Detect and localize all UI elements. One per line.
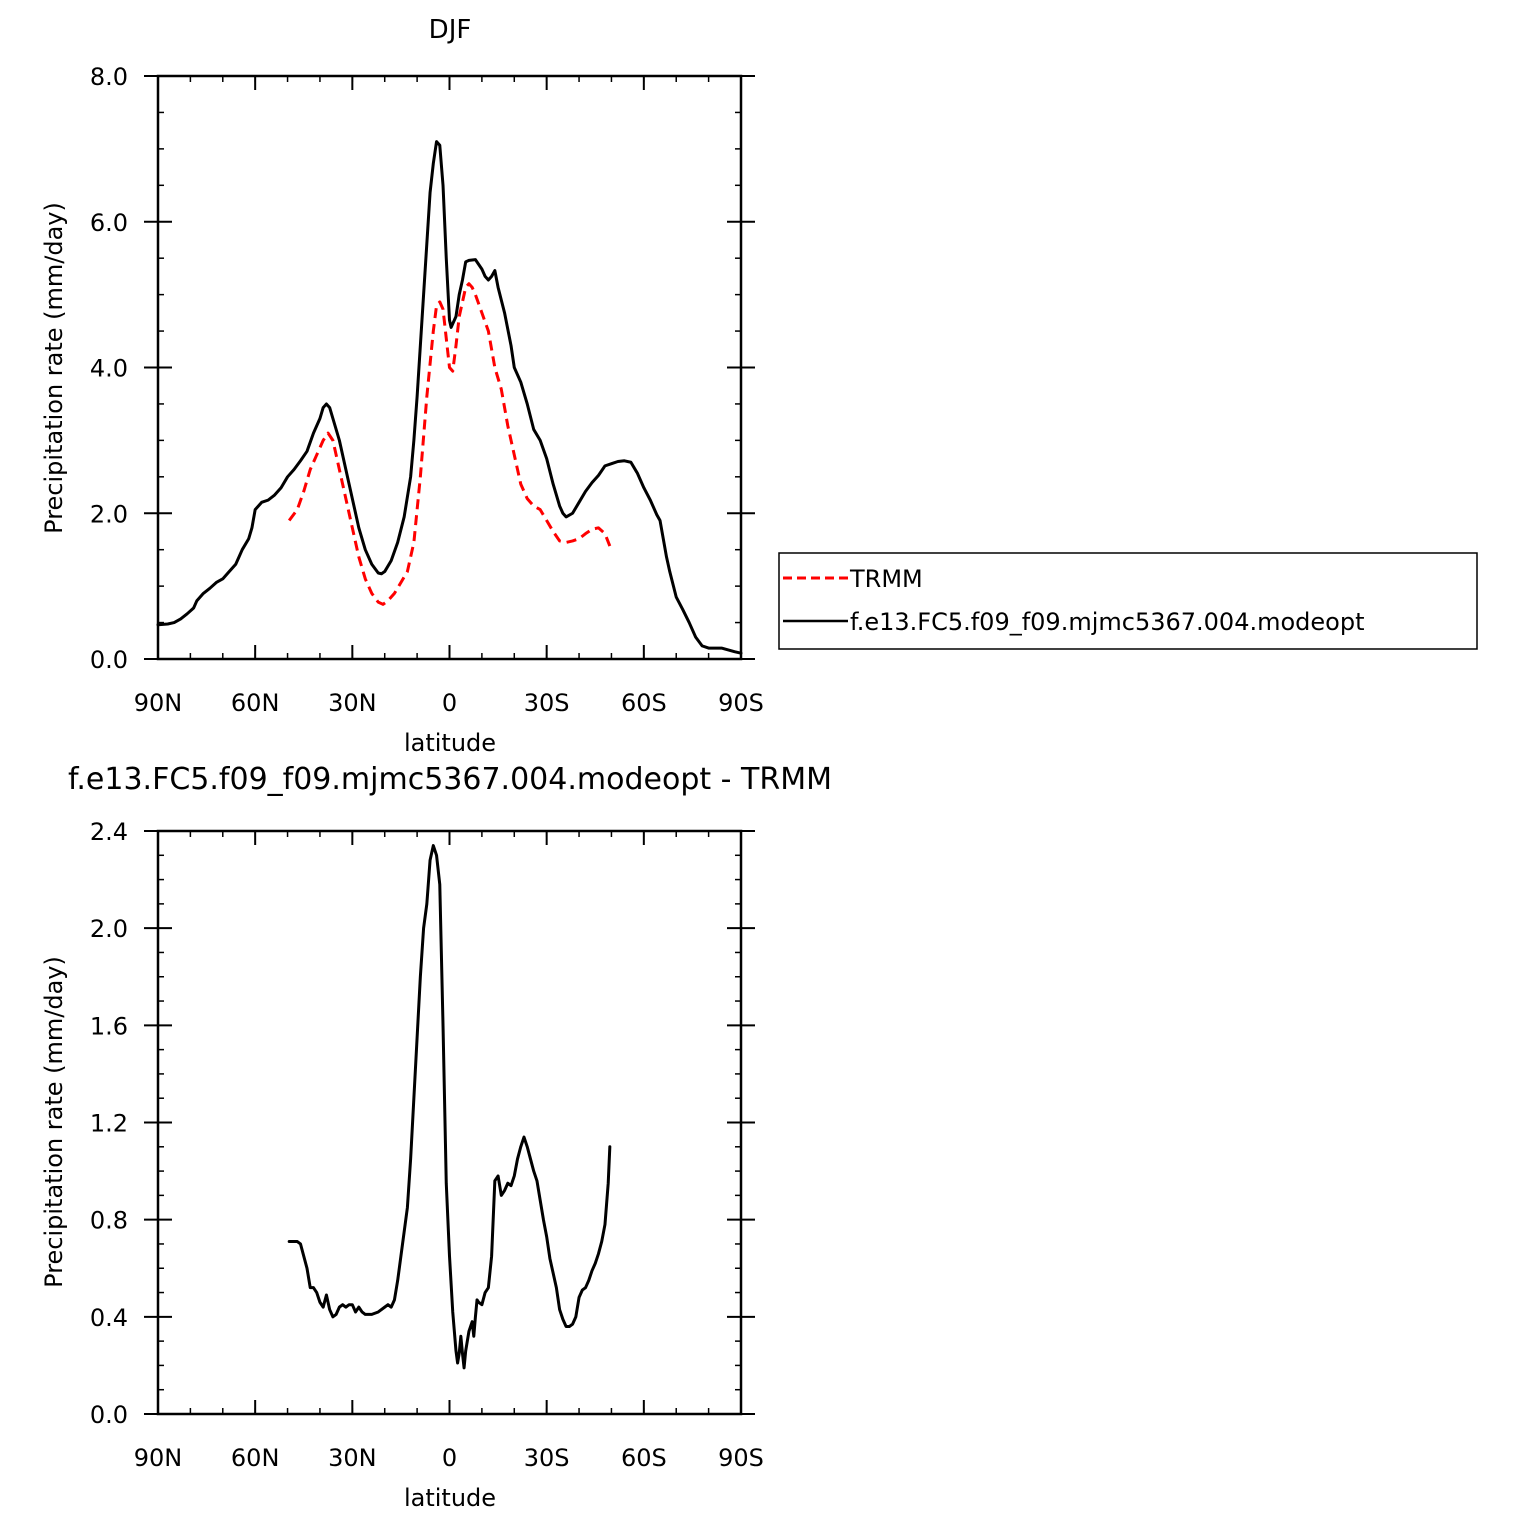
- y-axis-label: Precipitation rate (mm/day): [40, 202, 68, 534]
- series-line-diff-0: [287, 844, 612, 1370]
- x-tick-label: 30S: [524, 689, 570, 717]
- bottom-panel: f.e13.FC5.f09_f09.mjmc5367.004.modeopt -…: [40, 762, 832, 1512]
- y-tick-label: 4.0: [90, 355, 128, 383]
- chart-title: DJF: [429, 15, 472, 45]
- series-lines: [287, 844, 612, 1370]
- y-tick-label: 0.4: [90, 1304, 128, 1332]
- x-tick-label: 60N: [231, 1444, 280, 1472]
- x-tick-label: 30N: [328, 689, 377, 717]
- y-tick-label: 8.0: [90, 63, 128, 91]
- y-tick-label: 0.0: [90, 1401, 128, 1429]
- y-tick-label: 1.6: [90, 1012, 128, 1040]
- legend: TRMM f.e13.FC5.f09_f09.mjmc5367.004.mode…: [778, 552, 1478, 650]
- chart-title: f.e13.FC5.f09_f09.mjmc5367.004.modeopt -…: [68, 762, 832, 797]
- y-tick-label: 6.0: [90, 209, 128, 237]
- legend-box: [778, 552, 1478, 650]
- top-panel: DJF 90N 60N 30N 0 30S 60S 90S 0.0 2.0 4.0 6.0 8.0 P…: [40, 15, 764, 757]
- series-line-trmm: [287, 282, 612, 606]
- x-tick-label: 60N: [231, 689, 280, 717]
- x-axis-label: latitude: [404, 729, 496, 757]
- x-tick-label: 0: [442, 689, 457, 717]
- y-tick-label: 2.0: [90, 500, 128, 528]
- series-line-f-e13-fc5-f09-f09-mjmc5367-004-modeopt: [156, 140, 743, 655]
- x-tick-label: 90N: [134, 1444, 183, 1472]
- x-tick-label: 0: [442, 1444, 457, 1472]
- y-tick-label: 0.8: [90, 1207, 128, 1235]
- series-lines: [156, 140, 743, 655]
- x-tick-label: 90N: [134, 689, 183, 717]
- x-axis-label: latitude: [404, 1484, 496, 1512]
- y-axis-label: Precipitation rate (mm/day): [40, 956, 68, 1288]
- x-tick-label: 60S: [621, 689, 667, 717]
- plot-area: [156, 829, 743, 1416]
- y-tick-label: 1.2: [90, 1110, 128, 1138]
- y-tick-label: 0.0: [90, 646, 128, 674]
- x-tick-label: 90S: [718, 1444, 764, 1472]
- x-tick-label: 90S: [718, 689, 764, 717]
- y-tick-label: 2.0: [90, 915, 128, 943]
- legend-label-model: f.e13.FC5.f09_f09.mjmc5367.004.modeopt: [850, 608, 1365, 636]
- x-tick-label: 60S: [621, 1444, 667, 1472]
- axis-ticks: 90N 60N 30N 0 30S 60S 90S 0.0 0.4 0.8 1.2 1.6 2.0 2.4: [90, 818, 764, 1472]
- plot-frame: [156, 829, 743, 1416]
- x-tick-label: 30N: [328, 1444, 377, 1472]
- y-tick-label: 2.4: [90, 818, 128, 846]
- legend-label-trmm: TRMM: [849, 565, 923, 593]
- axis-ticks: 90N 60N 30N 0 30S 60S 90S 0.0 2.0 4.0 6.0 8.0: [90, 63, 764, 717]
- x-tick-label: 30S: [524, 1444, 570, 1472]
